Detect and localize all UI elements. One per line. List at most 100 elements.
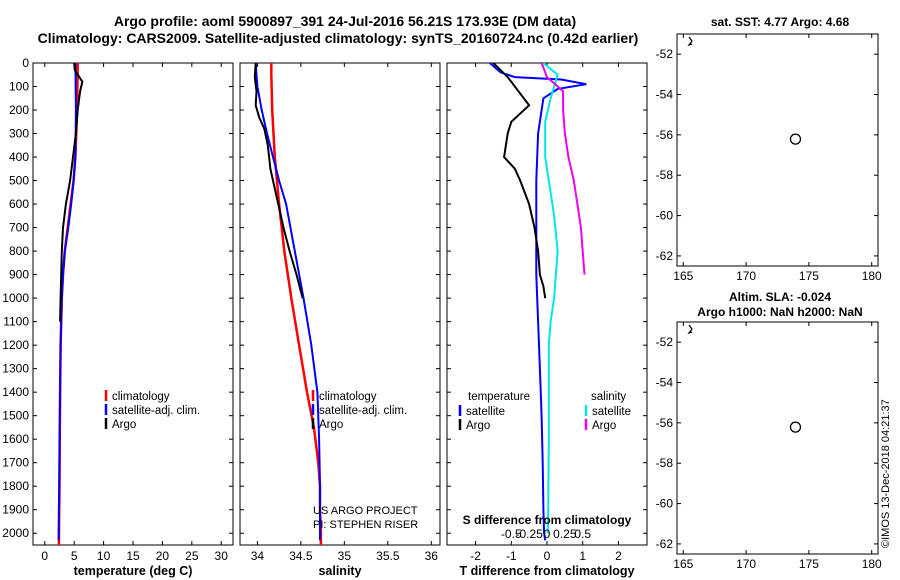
difference-s-tick-label: -0.5 bbox=[501, 527, 522, 541]
salinity-x-axis-label: salinity bbox=[318, 564, 361, 578]
difference-x-tick-label: 0 bbox=[544, 549, 551, 563]
difference-series-salinity-satellite bbox=[542, 63, 559, 534]
y-tick-label: 1500 bbox=[2, 409, 29, 423]
imos-timestamp: ©IMOS 13-Dec-2018 04:21:37 bbox=[880, 399, 892, 548]
salinity-series-argo bbox=[253, 63, 304, 299]
sst_map-y-tick-label: -62 bbox=[656, 249, 674, 263]
y-tick-label: 300 bbox=[9, 127, 29, 141]
salinity-legend-label: climatology bbox=[319, 391, 377, 403]
sla-map-title-line1: Altim. SLA: -0.024 bbox=[729, 290, 831, 304]
sst_map-x-tick-label: 170 bbox=[736, 269, 756, 283]
y-tick-label: 1800 bbox=[2, 479, 29, 493]
temperature-x-tick-label: 5 bbox=[71, 549, 78, 563]
panel-sla_map: 165 170 175 180 -52 -54 -56 -58 -60 -62 Altim. SLA… bbox=[656, 290, 882, 571]
y-tick-label: 200 bbox=[9, 103, 29, 117]
sst_map-frame bbox=[676, 33, 879, 267]
difference-s-axis-title: S difference from climatology bbox=[463, 513, 632, 527]
salinity-frame bbox=[239, 62, 441, 546]
y-tick-label: 100 bbox=[9, 80, 29, 94]
difference-x-tick-label: 2 bbox=[615, 549, 622, 563]
difference-x-tick-label: 1 bbox=[579, 549, 586, 563]
y-tick-label: 1400 bbox=[2, 385, 29, 399]
y-tick-label: 1700 bbox=[2, 456, 29, 470]
sst-map-title: sat. SST: 4.77 Argo: 4.68 bbox=[711, 15, 850, 29]
y-tick-label: 600 bbox=[9, 197, 29, 211]
sst_map-y-tick-label: -60 bbox=[656, 209, 674, 223]
salinity-legend-label: satellite-adj. clim. bbox=[319, 405, 407, 417]
figure-title-line2: Climatology: CARS2009. Satellite-adjuste… bbox=[38, 30, 639, 46]
salinity-x-tick-label: 34.5 bbox=[289, 549, 313, 563]
temperature-x-tick-label: 15 bbox=[126, 549, 140, 563]
y-tick-label: 400 bbox=[9, 150, 29, 164]
difference-legend-temp-label: satellite bbox=[466, 406, 505, 418]
difference-x-tick-label: -2 bbox=[470, 549, 481, 563]
sst_map-y-tick-label: -58 bbox=[656, 168, 674, 182]
y-tick-label: 2000 bbox=[2, 526, 29, 540]
temperature-legend-label: climatology bbox=[112, 391, 170, 403]
temperature-x-tick-label: 10 bbox=[97, 549, 111, 563]
temperature-x-tick-label: 30 bbox=[215, 549, 229, 563]
y-tick-label: 900 bbox=[9, 268, 29, 282]
panel-salinity: 34 34.5 35 35.5 36 salinity climatology satelli… bbox=[239, 62, 441, 578]
sst_map-y-tick-label: -56 bbox=[656, 128, 674, 142]
sla_map-x-tick-label: 170 bbox=[736, 557, 756, 571]
temperature-frame bbox=[32, 62, 234, 546]
difference-legend-salinity-heading: salinity bbox=[591, 391, 626, 403]
y-tick-label: 700 bbox=[9, 221, 29, 235]
sst_map-x-tick-label: 165 bbox=[673, 269, 693, 283]
difference-series-temperature-satellite bbox=[489, 63, 587, 541]
difference-s-tick-label: -0.25 bbox=[515, 527, 543, 541]
panel-sst_map: 165 170 175 180 -52 -54 -56 -58 -60 -62 sat. SST: … bbox=[656, 15, 882, 283]
difference-s-tick-label: 0 bbox=[544, 527, 551, 541]
difference-x-tick-label: -1 bbox=[506, 549, 517, 563]
salinity-series-satellite-adj-clim- bbox=[254, 63, 321, 541]
y-tick-label: 1900 bbox=[2, 503, 29, 517]
difference-x-axis-label: T difference from climatology bbox=[459, 564, 634, 578]
sla_map-y-tick-label: -56 bbox=[656, 416, 674, 430]
project-credit-line1: US ARGO PROJECT bbox=[313, 505, 418, 517]
project-credit-line2: PI: STEPHEN RISER bbox=[313, 519, 418, 531]
sla_map-x-tick-label: 180 bbox=[862, 557, 882, 571]
y-tick-label: 500 bbox=[9, 174, 29, 188]
sla_map-x-tick-label: 165 bbox=[673, 557, 693, 571]
temperature-legend-label: satellite-adj. clim. bbox=[112, 405, 200, 417]
sst_map-glyph-icon bbox=[687, 36, 693, 47]
salinity-x-tick-label: 35 bbox=[338, 549, 352, 563]
salinity-x-tick-label: 35.5 bbox=[376, 549, 400, 563]
sla_map-glyph-icon bbox=[687, 324, 693, 335]
difference-legend-sal-label: Argo bbox=[592, 420, 616, 432]
y-tick-label: 800 bbox=[9, 244, 29, 258]
sst_map-y-tick-label: -54 bbox=[656, 88, 674, 102]
panel-temperature: 0100200300400500600700800900100011001200… bbox=[2, 56, 234, 578]
difference-s-tick-label: 0.5 bbox=[574, 527, 591, 541]
difference-legend-temp-label: Argo bbox=[466, 420, 490, 432]
temperature-x-tick-label: 20 bbox=[156, 549, 170, 563]
difference-frame bbox=[446, 62, 648, 546]
sla_map-y-tick-label: -60 bbox=[656, 497, 674, 511]
difference-s-tick-label: 0.25 bbox=[553, 527, 577, 541]
y-tick-label: 0 bbox=[22, 56, 29, 70]
temperature-x-tick-label: 25 bbox=[185, 549, 199, 563]
sst_map-y-tick-label: -52 bbox=[656, 47, 674, 61]
difference-legend-sal-label: satellite bbox=[592, 406, 631, 418]
figure-title-line1: Argo profile: aoml 5900897_391 24-Jul-20… bbox=[114, 13, 576, 29]
sst_map-argo-position-marker bbox=[789, 133, 802, 145]
panel-difference: -2 -1 0 1 2T difference from climatology temp… bbox=[446, 62, 648, 578]
temperature-series-satellite-adj-clim- bbox=[57, 63, 77, 541]
sla_map-y-tick-label: -58 bbox=[656, 456, 674, 470]
sst_map-x-tick-label: 175 bbox=[799, 269, 819, 283]
temperature-legend-label: Argo bbox=[112, 419, 136, 431]
sla_map-y-tick-label: -62 bbox=[656, 537, 674, 551]
temperature-x-tick-label: 0 bbox=[41, 549, 48, 563]
salinity-x-tick-label: 36 bbox=[425, 549, 439, 563]
sla_map-y-tick-label: -54 bbox=[656, 376, 674, 390]
y-tick-label: 1200 bbox=[2, 338, 29, 352]
y-tick-label: 1100 bbox=[3, 315, 29, 329]
sla_map-frame bbox=[676, 321, 879, 555]
salinity-x-tick-label: 34 bbox=[251, 549, 265, 563]
temperature-x-axis-label: temperature (deg C) bbox=[74, 564, 193, 578]
temperature-series-argo bbox=[59, 63, 84, 322]
sla_map-y-tick-label: -52 bbox=[656, 335, 674, 349]
sla_map-argo-position-marker bbox=[789, 421, 802, 433]
